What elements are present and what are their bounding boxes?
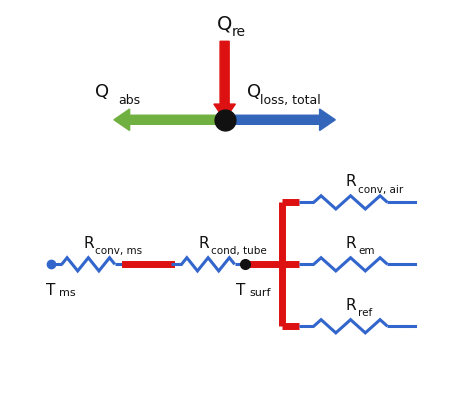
Text: Q: Q bbox=[95, 83, 109, 101]
Text: conv, air: conv, air bbox=[358, 185, 403, 195]
Text: R: R bbox=[345, 236, 356, 251]
Text: conv, ms: conv, ms bbox=[95, 247, 143, 256]
Text: abs: abs bbox=[118, 94, 140, 107]
Text: surf: surf bbox=[249, 288, 271, 298]
Text: ref: ref bbox=[358, 309, 372, 318]
Text: re: re bbox=[232, 25, 246, 39]
Text: loss, total: loss, total bbox=[260, 94, 320, 107]
Text: Q: Q bbox=[217, 15, 232, 34]
FancyArrow shape bbox=[214, 41, 236, 120]
Text: Q: Q bbox=[247, 83, 262, 101]
Text: R: R bbox=[199, 236, 210, 251]
Text: T: T bbox=[237, 283, 246, 298]
Text: R: R bbox=[83, 236, 94, 251]
Text: cond, tube: cond, tube bbox=[211, 247, 267, 256]
Text: T: T bbox=[46, 283, 56, 298]
FancyArrow shape bbox=[232, 109, 335, 131]
Text: R: R bbox=[345, 174, 356, 189]
Text: em: em bbox=[358, 247, 374, 256]
FancyArrow shape bbox=[114, 109, 217, 131]
Text: R: R bbox=[345, 298, 356, 313]
Text: ms: ms bbox=[59, 288, 76, 298]
